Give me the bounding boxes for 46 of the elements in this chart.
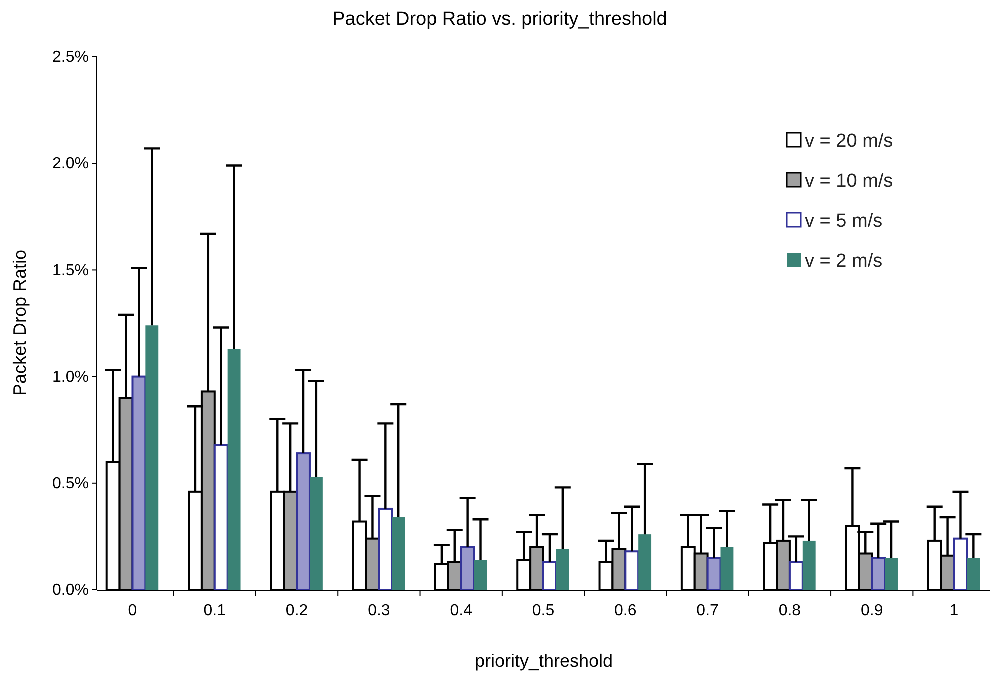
x-tick-label: 0.7 xyxy=(696,602,720,620)
bar xyxy=(624,550,640,591)
bar xyxy=(542,561,558,591)
x-tick-label: 0.2 xyxy=(286,602,308,620)
y-tick-label: 2.0% xyxy=(52,156,89,173)
legend-label: v = 10 m/s xyxy=(805,171,894,192)
legend-label: v = 20 m/s xyxy=(805,131,894,152)
x-tick-label: 0.3 xyxy=(368,602,390,620)
y-tick-label: 1.0% xyxy=(52,368,89,386)
bar xyxy=(871,557,886,591)
bar xyxy=(132,376,147,591)
bar xyxy=(967,558,980,590)
bar xyxy=(296,452,311,591)
chart-title: Packet Drop Ratio vs. priority_threshold xyxy=(332,9,668,30)
bar xyxy=(460,546,476,591)
bar xyxy=(556,549,570,590)
y-tick-label: 1.5% xyxy=(52,262,89,280)
x-tick-label: 0.1 xyxy=(204,602,226,620)
legend-label: v = 5 m/s xyxy=(805,211,883,232)
x-tick-label: 0.6 xyxy=(614,602,637,620)
bar xyxy=(706,557,722,591)
bar xyxy=(146,326,159,590)
bar xyxy=(720,547,734,590)
bar xyxy=(953,538,968,591)
legend-label: v = 2 m/s xyxy=(805,251,883,272)
bar xyxy=(378,508,394,591)
x-tick-label: 0.5 xyxy=(532,602,555,620)
x-tick-label: 0.9 xyxy=(860,602,884,620)
bar xyxy=(392,518,406,590)
y-tick-label: 0.0% xyxy=(52,582,89,600)
bar xyxy=(788,561,804,591)
bar xyxy=(638,534,652,590)
x-tick-label: 0.4 xyxy=(450,602,473,620)
bar xyxy=(228,349,241,590)
x-axis-title: priority_threshold xyxy=(474,651,614,671)
bar xyxy=(214,444,229,591)
y-axis-title: Packet Drop Ratio xyxy=(10,250,30,396)
x-tick-label: 0.8 xyxy=(778,602,802,620)
bar xyxy=(802,540,816,590)
x-tick-label: 0 xyxy=(128,602,138,620)
bar xyxy=(310,477,323,590)
bar xyxy=(885,558,898,590)
y-tick-label: 2.5% xyxy=(52,49,89,66)
y-tick-label: 0.5% xyxy=(52,476,89,493)
bar xyxy=(474,560,488,590)
x-tick-label: 1 xyxy=(950,602,959,620)
